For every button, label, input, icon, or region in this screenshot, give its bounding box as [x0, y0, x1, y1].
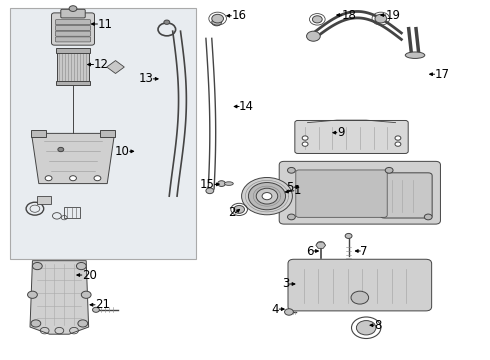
Bar: [56, 81, 90, 85]
Text: 18: 18: [342, 9, 357, 22]
Circle shape: [285, 309, 294, 315]
Text: 5: 5: [287, 181, 294, 194]
Circle shape: [218, 181, 225, 186]
Circle shape: [248, 183, 286, 210]
Bar: [56, 48, 90, 53]
Circle shape: [288, 167, 295, 173]
Text: 10: 10: [115, 145, 130, 158]
Circle shape: [262, 193, 272, 200]
Circle shape: [317, 242, 325, 247]
Circle shape: [27, 291, 37, 298]
Circle shape: [78, 320, 88, 327]
Polygon shape: [316, 242, 326, 248]
Circle shape: [93, 307, 99, 312]
Text: 13: 13: [138, 72, 153, 85]
Text: 20: 20: [82, 269, 97, 282]
Polygon shape: [31, 134, 115, 184]
Polygon shape: [107, 60, 124, 73]
Text: 2: 2: [228, 207, 235, 220]
FancyBboxPatch shape: [288, 259, 432, 311]
FancyBboxPatch shape: [55, 37, 91, 42]
Circle shape: [375, 14, 387, 23]
Polygon shape: [30, 261, 89, 334]
Text: 8: 8: [374, 319, 381, 332]
Text: 3: 3: [283, 278, 290, 291]
Text: 12: 12: [94, 58, 108, 71]
Bar: [37, 196, 51, 204]
Circle shape: [385, 167, 393, 173]
FancyBboxPatch shape: [55, 26, 91, 31]
Circle shape: [395, 136, 401, 140]
Circle shape: [288, 214, 295, 220]
Bar: [100, 130, 115, 137]
Text: 16: 16: [231, 9, 246, 22]
Bar: [10, 8, 196, 259]
Ellipse shape: [405, 52, 425, 58]
Circle shape: [242, 177, 293, 215]
Bar: [31, 130, 46, 137]
Circle shape: [234, 206, 245, 213]
FancyBboxPatch shape: [380, 173, 432, 218]
FancyBboxPatch shape: [61, 9, 85, 18]
Circle shape: [313, 16, 322, 23]
Circle shape: [302, 142, 308, 146]
Circle shape: [45, 176, 52, 181]
Text: 7: 7: [360, 244, 368, 257]
Circle shape: [70, 176, 76, 181]
Circle shape: [302, 136, 308, 140]
Circle shape: [212, 14, 223, 23]
Ellipse shape: [224, 182, 233, 185]
Circle shape: [76, 262, 86, 270]
Circle shape: [351, 291, 368, 304]
Circle shape: [256, 188, 278, 204]
Text: 17: 17: [435, 68, 450, 81]
Bar: [64, 207, 80, 218]
Circle shape: [212, 19, 221, 26]
Circle shape: [32, 262, 42, 270]
Circle shape: [356, 320, 376, 335]
Text: 4: 4: [271, 303, 279, 316]
Text: 6: 6: [306, 244, 314, 257]
Text: 9: 9: [337, 126, 344, 139]
Circle shape: [69, 6, 77, 12]
Circle shape: [424, 214, 432, 220]
Circle shape: [81, 291, 91, 298]
Text: 14: 14: [239, 100, 254, 113]
Circle shape: [345, 233, 352, 238]
FancyBboxPatch shape: [51, 13, 95, 45]
Circle shape: [206, 188, 214, 194]
Text: 19: 19: [386, 9, 401, 22]
Text: 21: 21: [95, 298, 110, 311]
Circle shape: [164, 20, 170, 24]
FancyBboxPatch shape: [296, 170, 387, 217]
Circle shape: [58, 147, 64, 152]
FancyBboxPatch shape: [279, 161, 441, 224]
FancyBboxPatch shape: [55, 31, 91, 36]
FancyBboxPatch shape: [55, 20, 91, 25]
Circle shape: [307, 31, 320, 41]
Circle shape: [31, 320, 41, 327]
Text: 11: 11: [98, 18, 112, 31]
Text: 15: 15: [200, 178, 215, 191]
Circle shape: [94, 176, 101, 181]
Bar: [57, 51, 89, 82]
Text: 1: 1: [294, 184, 301, 197]
Circle shape: [395, 142, 401, 146]
FancyBboxPatch shape: [295, 121, 408, 153]
